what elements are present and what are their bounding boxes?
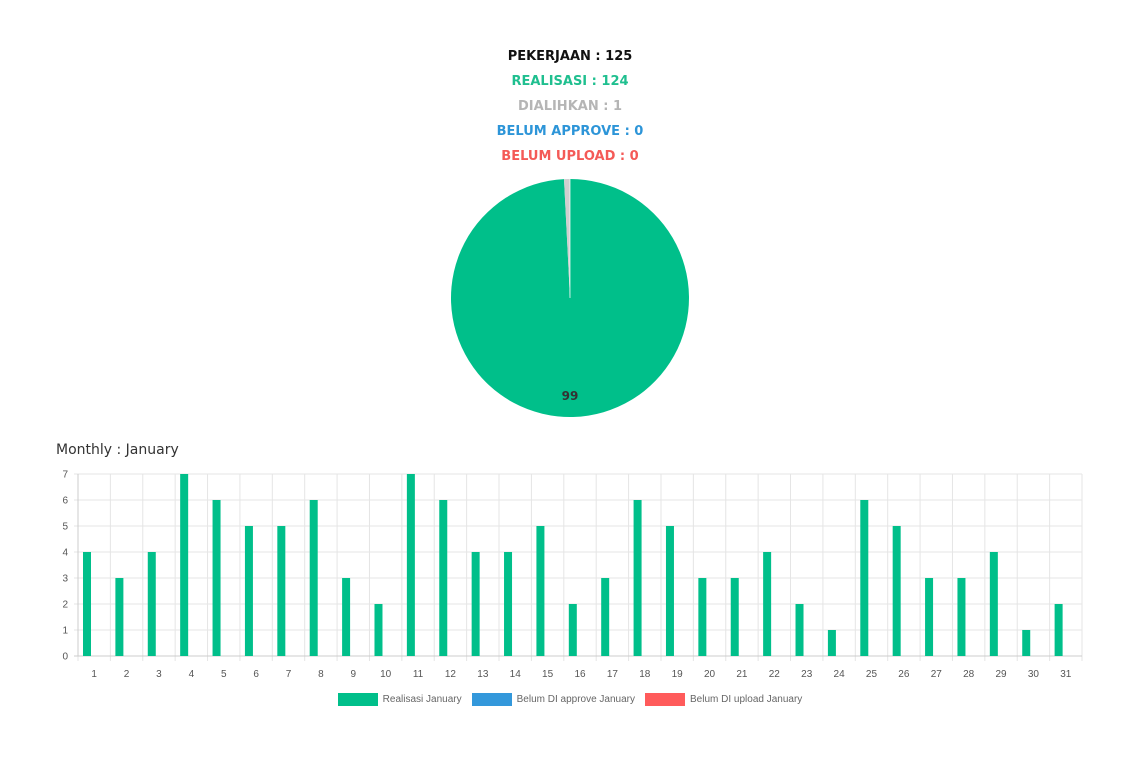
x-tick-label: 18 bbox=[639, 669, 651, 680]
legend-item-1[interactable]: Belum DI approve January bbox=[471, 693, 636, 706]
bar-realisasi-8[interactable] bbox=[309, 500, 318, 656]
bar-realisasi-27[interactable] bbox=[925, 578, 934, 656]
bar-realisasi-13[interactable] bbox=[471, 552, 480, 656]
summary-panel: PEKERJAAN : 125 REALISASI : 124 DIALIHKA… bbox=[0, 44, 1140, 169]
bar-realisasi-10[interactable] bbox=[374, 604, 383, 656]
legend-swatch bbox=[337, 693, 378, 706]
y-tick-label: 4 bbox=[62, 548, 68, 559]
x-tick-label: 4 bbox=[189, 669, 195, 680]
bar-realisasi-14[interactable] bbox=[504, 552, 513, 656]
x-tick-label: 29 bbox=[995, 669, 1007, 680]
bar-realisasi-22[interactable] bbox=[763, 552, 772, 656]
bar-realisasi-29[interactable] bbox=[989, 552, 998, 656]
legend-swatch bbox=[471, 693, 512, 706]
x-tick-label: 12 bbox=[445, 669, 457, 680]
x-tick-label: 5 bbox=[221, 669, 227, 680]
bar-realisasi-30[interactable] bbox=[1022, 630, 1031, 656]
x-tick-label: 2 bbox=[124, 669, 130, 680]
y-tick-label: 7 bbox=[62, 470, 68, 481]
x-tick-label: 14 bbox=[510, 669, 522, 680]
monthly-chart-title: Monthly : January bbox=[56, 442, 179, 458]
bar-realisasi-12[interactable] bbox=[439, 500, 448, 656]
bar-realisasi-21[interactable] bbox=[730, 578, 739, 656]
bar-realisasi-23[interactable] bbox=[795, 604, 804, 656]
bar-realisasi-2[interactable] bbox=[115, 578, 124, 656]
x-tick-label: 7 bbox=[286, 669, 292, 680]
legend-swatch bbox=[645, 693, 686, 706]
bar-realisasi-7[interactable] bbox=[277, 526, 286, 656]
bar-realisasi-19[interactable] bbox=[665, 526, 674, 656]
legend-item-0[interactable]: Realisasi January bbox=[337, 693, 462, 706]
x-tick-label: 20 bbox=[704, 669, 716, 680]
legend-label: Realisasi January bbox=[382, 694, 462, 705]
x-tick-label: 8 bbox=[318, 669, 324, 680]
bar-realisasi-24[interactable] bbox=[827, 630, 836, 656]
x-tick-label: 24 bbox=[834, 669, 846, 680]
x-tick-label: 25 bbox=[866, 669, 878, 680]
y-tick-label: 6 bbox=[62, 496, 68, 507]
x-tick-label: 13 bbox=[477, 669, 489, 680]
bar-realisasi-16[interactable] bbox=[568, 604, 577, 656]
bar-realisasi-15[interactable] bbox=[536, 526, 545, 656]
x-tick-label: 28 bbox=[963, 669, 975, 680]
x-tick-label: 3 bbox=[156, 669, 162, 680]
x-tick-label: 19 bbox=[672, 669, 684, 680]
bar-realisasi-28[interactable] bbox=[957, 578, 966, 656]
chart-legend: Realisasi January Belum DI approve Januar… bbox=[0, 693, 1140, 706]
x-tick-label: 22 bbox=[769, 669, 781, 680]
bar-realisasi-9[interactable] bbox=[342, 578, 351, 656]
pie-chart: 99 bbox=[450, 179, 689, 417]
pekerjaan-total: PEKERJAAN : 125 bbox=[507, 49, 633, 64]
x-tick-label: 27 bbox=[931, 669, 943, 680]
x-tick-label: 17 bbox=[607, 669, 619, 680]
bar-realisasi-5[interactable] bbox=[212, 500, 221, 656]
legend-label: Belum DI upload January bbox=[690, 694, 803, 705]
pie-data-label: 99 bbox=[562, 389, 579, 403]
bar-realisasi-1[interactable] bbox=[83, 552, 91, 656]
x-tick-label: 30 bbox=[1028, 669, 1040, 680]
legend-item-2[interactable]: Belum DI upload January bbox=[645, 693, 802, 706]
x-tick-label: 16 bbox=[574, 669, 586, 680]
y-tick-label: 5 bbox=[62, 522, 68, 533]
x-tick-label: 11 bbox=[413, 669, 424, 680]
bar-realisasi-17[interactable] bbox=[601, 578, 610, 656]
x-tick-label: 26 bbox=[898, 669, 910, 680]
belum-upload-total: BELUM UPLOAD : 0 bbox=[501, 149, 639, 164]
bar-realisasi-3[interactable] bbox=[147, 552, 156, 656]
realisasi-total: REALISASI : 124 bbox=[511, 74, 629, 89]
x-tick-label: 23 bbox=[801, 669, 813, 680]
legend-label: Belum DI approve January bbox=[516, 694, 636, 705]
bar-realisasi-11[interactable] bbox=[406, 474, 415, 656]
pie-slice-1[interactable] bbox=[564, 179, 570, 298]
bar-realisasi-25[interactable] bbox=[860, 500, 869, 656]
x-tick-label: 31 bbox=[1060, 669, 1072, 680]
x-tick-label: 9 bbox=[351, 669, 357, 680]
y-tick-label: 3 bbox=[62, 574, 68, 585]
bar-realisasi-18[interactable] bbox=[633, 500, 642, 656]
y-tick-label: 1 bbox=[62, 626, 68, 637]
bar-realisasi-20[interactable] bbox=[698, 578, 707, 656]
bar-realisasi-26[interactable] bbox=[892, 526, 901, 656]
x-tick-label: 10 bbox=[380, 669, 392, 680]
x-tick-label: 15 bbox=[542, 669, 554, 680]
y-tick-label: 2 bbox=[62, 600, 68, 611]
y-tick-label: 0 bbox=[62, 652, 68, 663]
bar-realisasi-6[interactable] bbox=[244, 526, 253, 656]
x-tick-label: 1 bbox=[91, 669, 97, 680]
belum-approve-total: BELUM APPROVE : 0 bbox=[496, 124, 644, 139]
x-tick-label: 21 bbox=[736, 669, 748, 680]
bar-realisasi-31[interactable] bbox=[1054, 604, 1063, 656]
bar-realisasi-4[interactable] bbox=[180, 474, 189, 656]
dialihkan-total: DIALIHKAN : 1 bbox=[518, 99, 622, 114]
x-tick-label: 6 bbox=[253, 669, 259, 680]
